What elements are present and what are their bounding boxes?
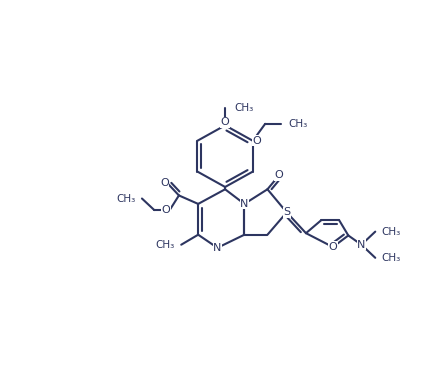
Text: O: O xyxy=(161,205,170,215)
Text: CH₃: CH₃ xyxy=(117,194,136,204)
Text: S: S xyxy=(283,207,290,217)
Text: N: N xyxy=(357,240,366,250)
Text: CH₃: CH₃ xyxy=(382,253,401,263)
Text: CH₃: CH₃ xyxy=(288,119,308,129)
Text: O: O xyxy=(160,178,169,188)
Text: O: O xyxy=(221,117,229,127)
Text: O: O xyxy=(274,170,283,180)
Text: CH₃: CH₃ xyxy=(382,227,401,237)
Text: CH₃: CH₃ xyxy=(156,240,175,250)
Text: CH₃: CH₃ xyxy=(234,104,253,114)
Text: N: N xyxy=(213,243,222,253)
Text: O: O xyxy=(329,242,337,252)
Text: N: N xyxy=(240,199,249,209)
Text: O: O xyxy=(252,136,261,146)
